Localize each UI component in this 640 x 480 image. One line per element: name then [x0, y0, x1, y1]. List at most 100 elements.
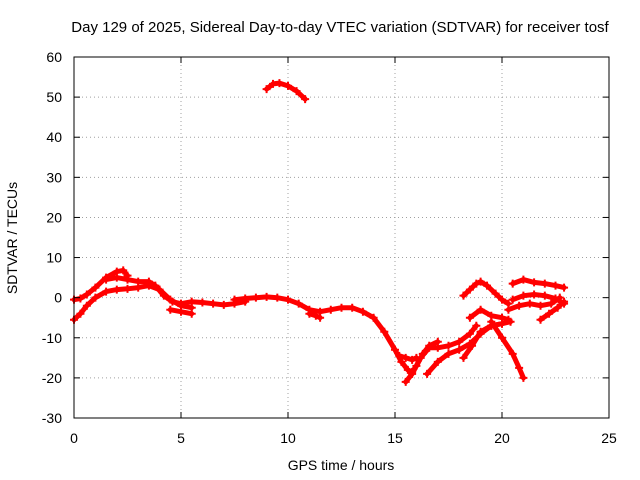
data-point — [536, 315, 545, 324]
data-point — [251, 293, 260, 302]
data-point — [144, 277, 153, 286]
data-point — [151, 281, 160, 290]
data-point — [284, 81, 292, 90]
x-tick-label: 10 — [280, 430, 296, 446]
series-line — [538, 299, 567, 323]
satellite-track-15 — [508, 275, 569, 292]
x-tick-label: 0 — [70, 430, 78, 446]
y-tick-label: -30 — [42, 410, 62, 426]
data-point — [168, 297, 177, 306]
data-point — [166, 305, 175, 314]
y-tick-label: -20 — [42, 370, 62, 386]
data-point — [112, 285, 121, 294]
satellite-track-9 — [401, 321, 481, 386]
data-point — [209, 299, 218, 308]
data-point — [119, 266, 128, 275]
data-point — [553, 303, 562, 312]
data-point — [519, 291, 528, 300]
data-point — [241, 294, 250, 303]
data-point — [508, 295, 517, 304]
data-point — [515, 301, 524, 310]
data-point — [444, 349, 453, 358]
data-point — [555, 293, 564, 302]
data-point — [508, 279, 517, 288]
data-point — [508, 349, 517, 358]
data-point — [273, 293, 282, 302]
data-point — [76, 294, 85, 303]
data-point — [540, 291, 549, 300]
data-point — [498, 333, 506, 342]
data-point — [530, 290, 539, 299]
data-series — [70, 79, 569, 386]
grid-lines — [74, 57, 609, 418]
y-tick-label: 60 — [46, 49, 62, 65]
data-point — [316, 313, 325, 322]
plot-frame — [73, 56, 610, 419]
data-point — [380, 327, 389, 336]
x-tick-label: 15 — [387, 430, 403, 446]
data-point — [337, 303, 346, 312]
data-point — [91, 293, 100, 302]
data-point — [425, 343, 434, 352]
data-point — [519, 373, 528, 382]
data-point — [177, 307, 185, 316]
data-point — [551, 281, 560, 290]
data-point — [468, 341, 477, 350]
data-point — [547, 299, 556, 308]
data-point — [82, 301, 91, 310]
data-point — [219, 300, 228, 309]
y-tick-label: 0 — [54, 290, 62, 306]
data-point — [369, 313, 378, 322]
data-point — [403, 365, 412, 374]
data-point — [305, 309, 314, 318]
data-point — [230, 295, 239, 304]
satellite-track-4 — [166, 305, 196, 318]
data-point — [76, 309, 85, 318]
data-point — [433, 357, 442, 366]
data-point — [504, 305, 513, 314]
data-point — [525, 299, 534, 308]
data-point — [177, 299, 185, 308]
x-tick-label: 5 — [177, 430, 185, 446]
data-point — [444, 341, 453, 350]
y-tick-label: 40 — [46, 129, 62, 145]
y-tick-label: 10 — [46, 250, 62, 266]
x-tick-label: 20 — [494, 430, 510, 446]
y-axis-label: SDTVAR / TECUs — [4, 182, 20, 294]
data-point — [455, 345, 464, 354]
chart-title: Day 129 of 2025, Sidereal Day-to-day VTE… — [71, 19, 609, 36]
data-point — [472, 279, 481, 288]
data-point — [536, 301, 545, 310]
y-tick-label: 30 — [46, 169, 62, 185]
data-point — [275, 79, 284, 88]
data-point — [311, 311, 320, 320]
data-point — [530, 278, 539, 287]
data-point — [408, 355, 417, 364]
data-point — [483, 281, 492, 290]
data-point — [476, 327, 485, 336]
data-point — [112, 273, 121, 282]
data-point — [560, 283, 569, 292]
data-point — [301, 95, 310, 104]
x-axis-label: GPS time / hours — [288, 457, 395, 473]
data-point — [487, 317, 496, 326]
satellite-track-18 — [536, 297, 569, 324]
satellite-track-17 — [504, 293, 564, 314]
data-point — [408, 369, 417, 378]
data-point — [476, 277, 485, 286]
data-point — [545, 309, 554, 318]
data-point — [91, 283, 100, 292]
data-point — [395, 351, 404, 360]
data-point — [134, 277, 143, 286]
data-point — [504, 315, 513, 324]
satellite-track-6 — [305, 309, 325, 322]
data-point — [292, 87, 301, 96]
data-point — [423, 369, 432, 378]
data-point — [459, 291, 468, 300]
data-point — [476, 305, 485, 314]
satellite-track-13 — [459, 277, 513, 308]
data-point — [416, 353, 425, 362]
data-point — [326, 305, 335, 314]
data-point — [159, 291, 168, 300]
